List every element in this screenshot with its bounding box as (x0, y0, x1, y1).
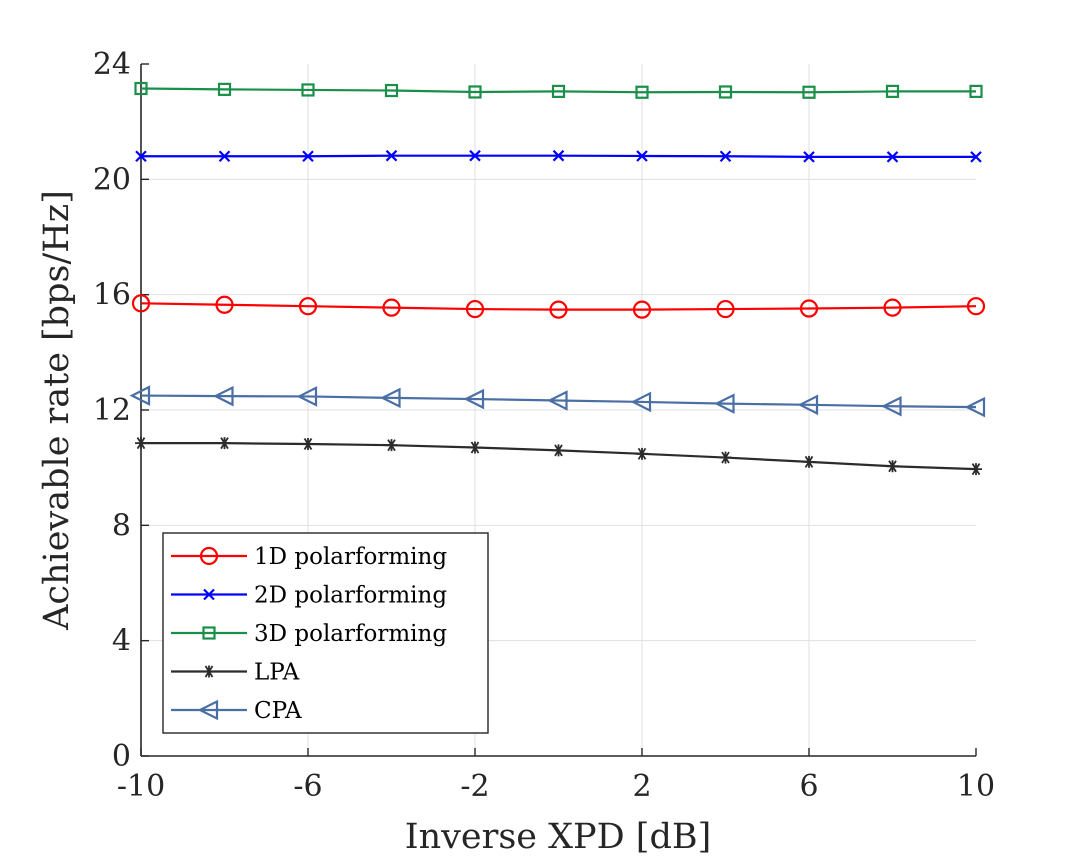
series-cpa (129, 385, 986, 418)
legend-item: 1D polarforming (171, 544, 447, 570)
data-point (549, 300, 568, 319)
y-tick-label: 4 (112, 624, 131, 659)
data-point (218, 437, 231, 450)
y-tick-label: 8 (112, 508, 131, 543)
series-group (129, 81, 986, 476)
data-point (718, 85, 733, 99)
data-point (465, 299, 485, 319)
data-point (551, 84, 566, 98)
legend-label: CPA (254, 698, 302, 724)
data-point (552, 444, 565, 457)
axes (140, 63, 977, 757)
data-point (469, 441, 481, 454)
data-point (886, 460, 899, 473)
data-point (468, 85, 482, 99)
data-point (966, 297, 986, 316)
data-point (385, 439, 398, 452)
data-point (218, 150, 231, 163)
data-point (301, 83, 315, 97)
legend-item: CPA (171, 698, 302, 724)
legend-marker (203, 588, 215, 601)
series-lpa (135, 437, 982, 476)
y-tick-label: 16 (93, 278, 131, 313)
x-tick-label: 10 (957, 769, 995, 804)
legend-item: 3D polarforming (171, 621, 447, 647)
y-axis-label: Achievable rate [bps/Hz] (37, 190, 77, 631)
data-point (964, 396, 986, 418)
data-point (134, 81, 148, 96)
x-tick-label: -6 (293, 769, 322, 804)
data-point (213, 385, 234, 407)
data-point (886, 151, 899, 163)
data-point (298, 297, 318, 316)
y-tick-label: 24 (93, 47, 131, 82)
data-point (636, 447, 648, 460)
data-point (469, 149, 481, 162)
data-point (630, 391, 652, 413)
data-point (803, 151, 815, 163)
data-point (135, 437, 147, 450)
legend-item: 2D polarforming (171, 583, 447, 609)
data-point (131, 294, 151, 313)
series-2d-polarforming (135, 149, 982, 163)
x-tick-label: 2 (632, 769, 651, 804)
data-point (716, 299, 735, 319)
data-point (385, 149, 398, 162)
data-point (799, 299, 819, 318)
series-line (140, 87, 976, 94)
data-point (635, 85, 649, 99)
data-point (636, 150, 648, 162)
series-1d-polarforming (131, 294, 986, 319)
data-point (803, 455, 815, 468)
legend-label: LPA (254, 660, 300, 686)
x-tick-label: 6 (799, 769, 818, 804)
data-point (382, 298, 401, 317)
series-line (140, 394, 977, 409)
data-point (384, 83, 399, 98)
y-tick-label: 20 (93, 162, 131, 197)
legend: 1D polarforming 2D polarforming 3D polarfo… (162, 532, 489, 734)
legend-marker (203, 665, 215, 678)
legend-label: 1D polarforming (254, 544, 447, 570)
data-point (883, 298, 902, 317)
data-point (296, 386, 318, 407)
legend-item: LPA (171, 660, 300, 686)
data-point (632, 300, 652, 319)
legend-marker (199, 546, 219, 566)
data-point (969, 84, 983, 98)
data-point (380, 387, 401, 409)
data-point (302, 150, 314, 163)
y-tick-label: 0 (112, 739, 131, 774)
x-tick-label: -10 (117, 769, 165, 804)
data-point (302, 438, 314, 451)
data-point (719, 451, 732, 464)
legend-marker (197, 699, 219, 721)
data-point (797, 394, 819, 416)
legend-label: 3D polarforming (254, 621, 447, 647)
legend-marker (202, 626, 216, 640)
data-point (802, 85, 816, 99)
x-axis-label: Inverse XPD [dB] (405, 817, 711, 857)
data-point (217, 82, 232, 96)
data-point (129, 385, 151, 406)
series-3d-polarforming (134, 81, 983, 99)
data-point (215, 295, 234, 314)
data-point (881, 395, 902, 417)
legend-label: 2D polarforming (254, 583, 447, 609)
data-point (970, 151, 982, 163)
tick-labels: -10 -6 -2 2 6 10 0 4 8 12 16 20 24 (93, 47, 995, 804)
x-tick-label: -2 (460, 769, 489, 804)
data-point (970, 463, 982, 476)
data-point (547, 390, 568, 411)
data-point (552, 149, 565, 162)
series-line (140, 302, 977, 311)
y-tick-label: 12 (93, 393, 131, 428)
data-point (463, 388, 485, 410)
data-point (719, 150, 732, 163)
data-point (714, 393, 735, 414)
data-point (135, 150, 147, 163)
data-point (885, 84, 900, 98)
